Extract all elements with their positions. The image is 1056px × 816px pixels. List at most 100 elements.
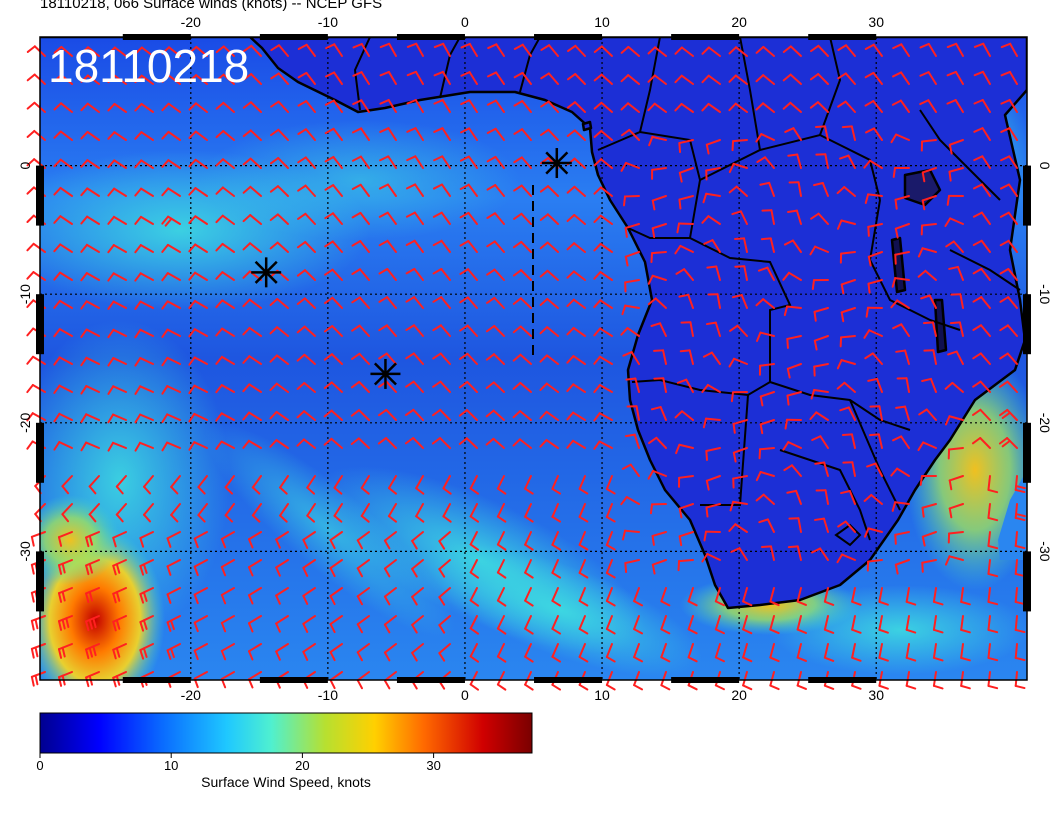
wind-barb <box>714 615 725 635</box>
wind-barb <box>405 296 424 309</box>
wind-barb <box>892 435 910 449</box>
wind-barb <box>734 237 748 253</box>
wind-barb <box>593 384 613 394</box>
wind-barb <box>53 74 73 85</box>
wind-barb <box>891 501 910 512</box>
wind-barb <box>215 412 235 422</box>
wind-barb <box>220 531 235 549</box>
wind-barb <box>352 71 370 85</box>
wind-barb <box>620 161 640 172</box>
wind-barb <box>810 547 829 561</box>
wind-barb <box>947 447 964 460</box>
wind-barb <box>134 131 154 141</box>
wind-barb <box>329 671 343 690</box>
lat-tick-label-right: 0 <box>1037 162 1053 170</box>
wind-barb <box>80 413 100 423</box>
wind-barb <box>892 323 910 337</box>
wind-barb <box>755 74 775 85</box>
wind-barb <box>1000 127 1018 141</box>
wind-barb <box>248 615 262 633</box>
wind-barb <box>593 45 613 57</box>
wind-barb <box>251 475 262 495</box>
tick-bar-top <box>122 34 191 40</box>
wind-barb <box>593 158 613 169</box>
wind-barb <box>769 671 780 691</box>
wind-barb <box>593 271 613 281</box>
wind-barb <box>702 351 721 365</box>
wind-barb <box>30 531 46 547</box>
wind-barb <box>605 671 616 691</box>
wind-barb <box>732 475 748 489</box>
wind-barb <box>605 475 616 495</box>
wind-barb <box>701 102 721 113</box>
wind-barb <box>878 643 889 662</box>
wind-barb <box>383 587 397 606</box>
wind-barb <box>112 587 127 604</box>
wind-barb <box>894 531 910 545</box>
wind-barb <box>678 195 694 210</box>
wind-barb <box>946 70 964 85</box>
wind-barb <box>406 183 424 197</box>
wind-barb <box>432 211 451 225</box>
wind-barb <box>705 447 721 461</box>
wind-barb <box>438 587 451 606</box>
wind-barb <box>57 587 73 603</box>
wind-barb <box>411 587 424 606</box>
wind-barb <box>53 243 73 253</box>
wind-barb <box>324 268 343 281</box>
wind-barb <box>80 441 100 452</box>
wind-barb <box>513 71 532 85</box>
wind-barb <box>674 102 694 113</box>
wind-barb <box>242 214 262 225</box>
wind-barb <box>605 643 616 663</box>
wind-barb <box>769 587 780 607</box>
wind-barb <box>269 439 289 449</box>
wind-barb <box>134 244 154 254</box>
wind-barb <box>215 214 235 225</box>
wind-barb <box>356 587 370 606</box>
wind-barb <box>948 167 964 182</box>
wind-barb <box>512 438 532 449</box>
wind-barb <box>242 185 262 197</box>
wind-barb <box>351 183 370 197</box>
wind-barb <box>134 46 154 57</box>
wind-barb <box>624 279 640 293</box>
wind-barb <box>917 269 937 281</box>
wind-barb <box>53 130 73 141</box>
wind-barb <box>306 475 316 495</box>
wind-barb <box>540 128 559 141</box>
wind-barb <box>863 493 883 505</box>
wind-barb <box>814 517 829 533</box>
wind-barb <box>302 559 316 577</box>
wind-barb <box>242 355 262 365</box>
wind-barb <box>188 356 208 366</box>
wind-barb <box>248 643 262 661</box>
wind-barb <box>134 413 154 424</box>
wind-barb <box>378 183 397 197</box>
wind-barb <box>197 503 208 523</box>
wind-barb <box>215 355 235 365</box>
wind-barb <box>512 297 532 309</box>
wind-barb <box>998 408 1018 421</box>
wind-barb <box>949 321 964 337</box>
wind-barb <box>892 167 910 178</box>
wind-barb <box>275 643 289 661</box>
tick-bar-bottom <box>259 677 328 683</box>
wind-barb <box>1000 42 1018 57</box>
tick-bar-bottom <box>122 677 191 683</box>
wind-barb <box>57 643 73 659</box>
tick-bar-right <box>1023 165 1031 226</box>
wind-barb <box>551 475 562 495</box>
wind-barb <box>26 271 46 281</box>
wind-barb <box>624 559 640 574</box>
wind-barb <box>987 531 999 550</box>
wind-barb <box>215 158 235 169</box>
wind-barb <box>566 129 586 141</box>
wind-barb <box>379 42 397 57</box>
wind-barb <box>161 46 181 57</box>
wind-barb <box>405 211 424 225</box>
wind-barb <box>134 272 154 282</box>
wind-barb <box>296 297 316 309</box>
wind-barb <box>459 324 478 337</box>
wind-barb <box>894 223 910 239</box>
